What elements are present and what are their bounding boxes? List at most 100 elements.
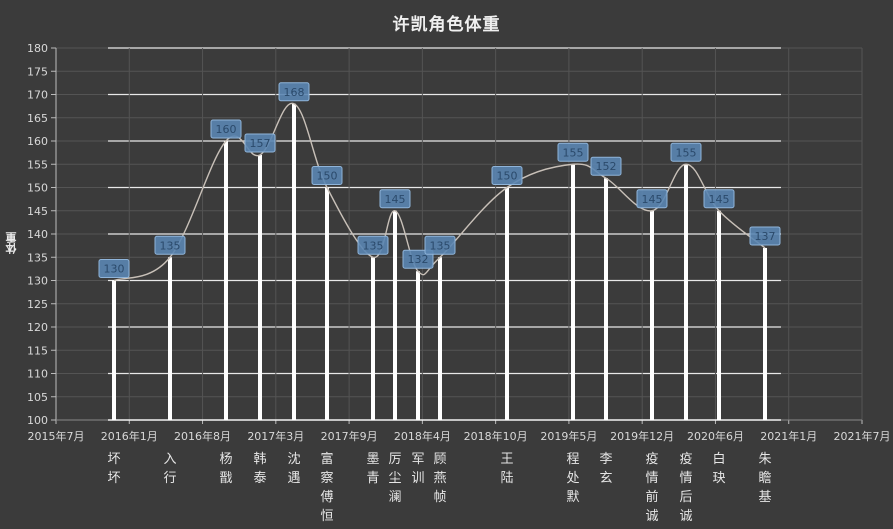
bar xyxy=(112,280,116,420)
data-label-box xyxy=(244,133,276,153)
category-label: 白玦 xyxy=(712,451,725,486)
bar xyxy=(325,187,329,420)
bar xyxy=(438,257,442,420)
y-tick-label: 105 xyxy=(27,391,48,404)
y-tick-label: 135 xyxy=(27,251,48,264)
data-label: 145 xyxy=(642,193,663,206)
category-label: 程处默 xyxy=(566,452,579,505)
data-labels: 1301351601571681501351451321351501551521… xyxy=(98,82,781,278)
data-label: 160 xyxy=(216,123,237,136)
bar xyxy=(224,141,228,420)
bar xyxy=(292,103,296,421)
x-tick-label: 2015年7月 xyxy=(28,429,85,443)
data-label-box xyxy=(670,142,702,162)
bar xyxy=(393,210,397,420)
data-label: 137 xyxy=(755,230,776,243)
category-label: 李玄 xyxy=(599,452,612,486)
x-tick-label: 2019年12月 xyxy=(610,429,674,443)
data-label: 145 xyxy=(709,193,730,206)
category-label: 王陆 xyxy=(500,452,513,486)
data-label-box xyxy=(636,189,668,209)
bar xyxy=(571,164,575,420)
data-label: 150 xyxy=(497,170,518,183)
chart-title: 许凯角色体重 xyxy=(392,15,501,35)
data-label: 152 xyxy=(596,160,617,173)
x-tick-label: 2018年10月 xyxy=(464,429,528,443)
y-tick-label: 155 xyxy=(27,158,48,171)
category-label: 疫情前诚 xyxy=(645,451,658,524)
data-label-box xyxy=(210,119,242,139)
x-tick-label: 2021年1月 xyxy=(760,429,817,443)
y-tick-label: 115 xyxy=(27,344,48,357)
y-tick-label: 180 xyxy=(27,42,48,55)
data-label-box xyxy=(557,142,589,162)
category-label: 韩泰 xyxy=(253,452,266,486)
data-label-box xyxy=(703,189,735,209)
y-tick-label: 130 xyxy=(27,275,48,288)
y-tick-label: 160 xyxy=(27,135,48,148)
data-label-box xyxy=(491,166,523,185)
x-tick-label: 2019年5月 xyxy=(540,429,597,443)
x-tick-label: 2016年8月 xyxy=(174,429,231,443)
x-tick-label: 2017年9月 xyxy=(321,429,378,443)
bars xyxy=(112,103,767,421)
bar xyxy=(371,257,375,420)
bar xyxy=(650,210,654,420)
x-tick-label: 2017年3月 xyxy=(247,429,304,443)
data-label: 157 xyxy=(250,137,271,150)
axes: 100 105 110 115 120 125 130 135 140 145 150 155 160 1… xyxy=(27,42,891,443)
y-tick-label: 175 xyxy=(27,65,48,78)
y-tick-label: 170 xyxy=(27,89,48,102)
bar xyxy=(416,271,420,420)
bar xyxy=(168,257,172,420)
category-label: 墨青 xyxy=(366,452,379,486)
grid-lines xyxy=(55,47,863,421)
y-tick-label: 165 xyxy=(27,112,48,125)
x-tick-label: 2021年7月 xyxy=(834,429,891,443)
data-label-box xyxy=(357,235,389,255)
bar xyxy=(684,164,688,420)
data-label-box xyxy=(424,235,456,255)
bar xyxy=(717,210,721,420)
bar xyxy=(505,187,509,420)
y-tick-label: 150 xyxy=(27,182,48,195)
y-tick-label: 100 xyxy=(27,414,48,427)
data-label-box xyxy=(402,249,434,269)
category-label: 沈遇 xyxy=(287,452,300,486)
data-label: 150 xyxy=(317,170,338,183)
data-label: 155 xyxy=(676,146,697,159)
y-tick-label: 120 xyxy=(27,321,48,334)
x-tick-label: 2020年6月 xyxy=(687,429,744,443)
category-label: 军训 xyxy=(411,452,424,486)
data-label: 132 xyxy=(408,253,429,266)
data-label: 135 xyxy=(363,239,384,252)
category-label: 顾燕帧 xyxy=(433,452,446,505)
data-label-box xyxy=(98,259,130,278)
data-label: 135 xyxy=(160,239,181,252)
data-label: 135 xyxy=(430,239,451,252)
data-label: 145 xyxy=(385,193,406,206)
data-label: 168 xyxy=(284,86,305,99)
bar xyxy=(604,178,608,420)
y-tick-label: 110 xyxy=(27,368,48,381)
data-label-box xyxy=(278,82,310,102)
data-label-box xyxy=(379,189,411,209)
x-tick-label: 2018年4月 xyxy=(394,429,451,443)
category-label: 厉尘澜 xyxy=(388,452,401,505)
y-tick-label: 125 xyxy=(27,298,48,311)
bar xyxy=(258,154,262,420)
data-label-box xyxy=(154,235,186,255)
category-label: 杨戬 xyxy=(219,452,232,486)
x-tick-label: 2016年1月 xyxy=(101,429,158,443)
data-label: 130 xyxy=(104,263,125,276)
category-label: 入行 xyxy=(163,452,176,486)
data-label-box xyxy=(590,156,622,176)
data-label: 155 xyxy=(563,146,584,159)
y-tick-label: 145 xyxy=(27,205,48,218)
data-label-box xyxy=(749,226,781,246)
data-label-box xyxy=(311,166,343,185)
category-label: 朱瞻基 xyxy=(758,452,771,505)
category-label: 富察傅恒 xyxy=(320,451,333,524)
